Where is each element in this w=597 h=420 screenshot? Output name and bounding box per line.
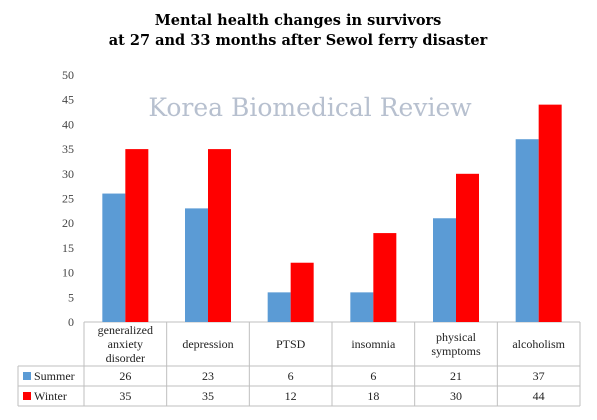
bar-winter: [125, 149, 149, 322]
table-cell-value: 12: [285, 389, 297, 403]
table-cell-value: 26: [119, 369, 131, 383]
bar-winter: [456, 173, 479, 322]
table-cell-value: 18: [367, 389, 379, 403]
x-category-label: physical: [436, 330, 477, 344]
y-tick-label: 20: [62, 216, 74, 230]
table-cell-value: 35: [119, 389, 131, 403]
bars: [102, 104, 562, 322]
y-tick-label: 40: [62, 117, 74, 131]
legend-label-winter: Winter: [34, 389, 67, 403]
bar-summer: [267, 292, 291, 322]
bar-summer: [102, 193, 126, 322]
bar-winter: [373, 233, 397, 322]
table-cell-value: 6: [370, 369, 376, 383]
x-category-label: insomnia: [351, 337, 396, 351]
bar-winter: [290, 262, 314, 322]
y-tick-label: 45: [62, 93, 74, 107]
y-tick-label: 25: [62, 192, 74, 206]
table-cell-value: 23: [202, 369, 214, 383]
table-cell-value: 21: [450, 369, 462, 383]
table-cell-value: 6: [288, 369, 294, 383]
legend-label-summer: Summer: [34, 369, 75, 383]
table-cell-value: 30: [450, 389, 462, 403]
y-tick-label: 0: [68, 315, 74, 329]
bar-summer: [185, 208, 208, 322]
table-cell-value: 35: [202, 389, 214, 403]
y-tick-label: 10: [62, 266, 74, 280]
x-category-label: generalized: [98, 323, 153, 337]
chart-title-line: Mental health changes in survivors: [155, 12, 442, 29]
x-category-label: anxiety: [108, 337, 143, 351]
legend-swatch-summer: [23, 372, 31, 380]
bar-winter: [208, 149, 231, 322]
x-category-label: disorder: [106, 351, 145, 365]
y-tick-label: 15: [62, 241, 74, 255]
x-category-label: depression: [182, 337, 233, 351]
chart-title: Mental health changes in survivors at 27 …: [109, 12, 488, 49]
y-tick-label: 5: [68, 290, 74, 304]
x-category-label: symptoms: [431, 344, 481, 358]
watermark: Korea Biomedical Review: [148, 93, 472, 122]
bar-summer: [515, 139, 539, 322]
legend-swatch-winter: [23, 392, 31, 400]
bar-summer: [433, 218, 456, 322]
y-tick-label: 50: [62, 68, 74, 82]
chart-title-line: at 27 and 33 months after Sewol ferry di…: [109, 32, 488, 49]
y-tick-label: 30: [62, 167, 74, 181]
x-category-label: alcoholism: [512, 337, 565, 351]
y-tick-label: 35: [62, 142, 74, 156]
x-category-label: PTSD: [276, 337, 306, 351]
table-cell-value: 37: [533, 369, 545, 383]
bar-summer: [350, 292, 374, 322]
table-cell-value: 44: [533, 389, 545, 403]
bar-winter: [538, 104, 562, 322]
